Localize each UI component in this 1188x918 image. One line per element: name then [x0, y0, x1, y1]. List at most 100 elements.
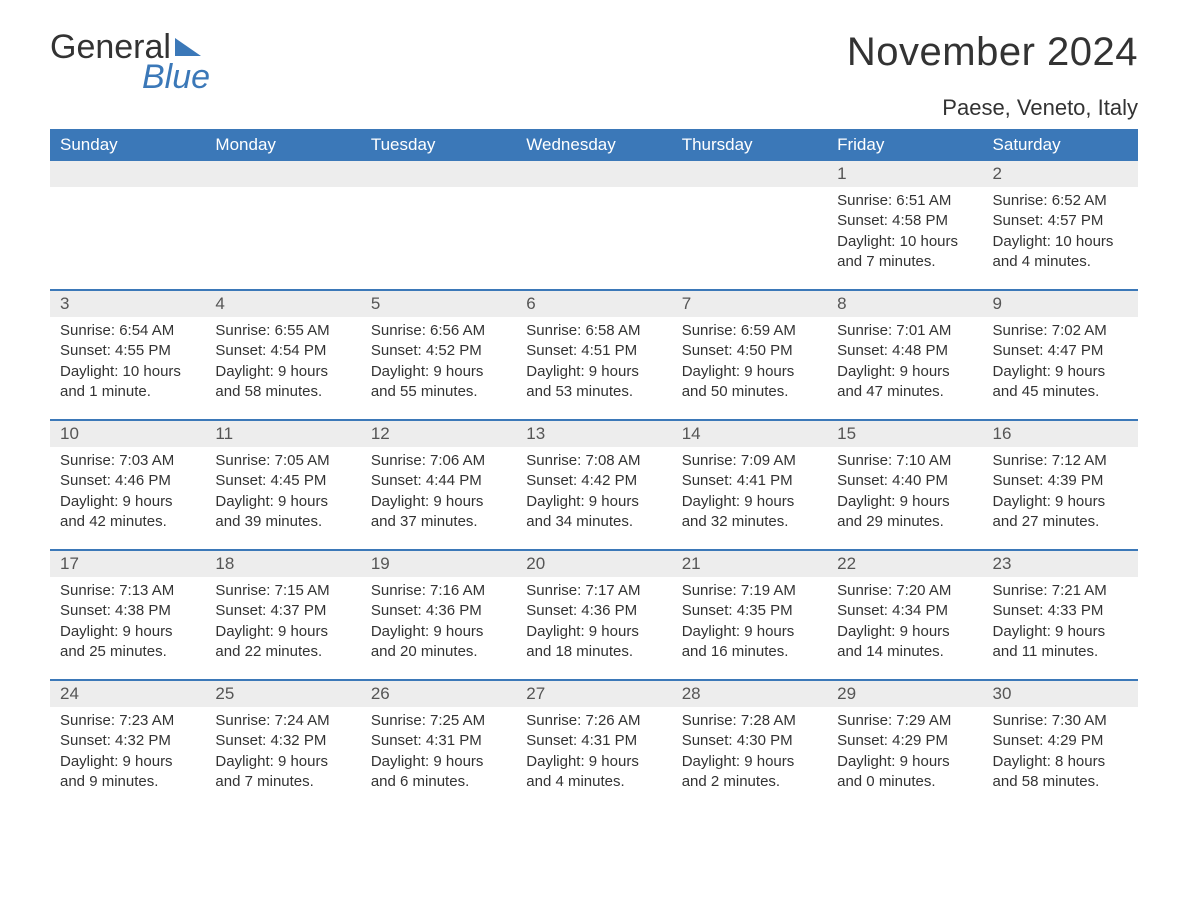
- daylight-line: Daylight: 9 hours and 20 minutes.: [371, 622, 506, 663]
- dayheader: Thursday: [672, 129, 827, 161]
- calendar-week: 3Sunrise: 6:54 AMSunset: 4:55 PMDaylight…: [50, 289, 1138, 419]
- calendar-cell: 15 Sunrise: 7:10 AMSunset: 4:40 PMDayligh…: [827, 421, 982, 549]
- daynum-row: 27: [516, 681, 671, 707]
- sunset-line: Sunset: 4:39 PM: [993, 471, 1128, 491]
- day-number: 30: [993, 684, 1012, 703]
- sunset-line: Sunset: 4:34 PM: [837, 601, 972, 621]
- day-details: Sunrise: 7:02 AMSunset: 4:47 PMDaylight:…: [983, 317, 1138, 412]
- daynum-row: 22: [827, 551, 982, 577]
- daylight-line: Daylight: 10 hours and 1 minute.: [60, 362, 195, 403]
- day-number: 15: [837, 424, 856, 443]
- day-number: 6: [526, 294, 535, 313]
- daylight-line: Daylight: 9 hours and 27 minutes.: [993, 492, 1128, 533]
- calendar-cell: 21Sunrise: 7:19 AMSunset: 4:35 PMDayligh…: [672, 551, 827, 679]
- daynum-row: 21: [672, 551, 827, 577]
- daylight-line: Daylight: 9 hours and 9 minutes.: [60, 752, 195, 793]
- calendar-cell: 16Sunrise: 7:12 AMSunset: 4:39 PMDayligh…: [983, 421, 1138, 549]
- sunrise-line: Sunrise: 6:55 AM: [215, 321, 350, 341]
- day-details: Sunrise: 7:06 AMSunset: 4:44 PMDaylight:…: [361, 447, 516, 542]
- daylight-line: Daylight: 9 hours and 2 minutes.: [682, 752, 817, 793]
- calendar-cell: 9Sunrise: 7:02 AMSunset: 4:47 PMDaylight…: [983, 291, 1138, 419]
- sunrise-line: Sunrise: 7:05 AM: [215, 451, 350, 471]
- calendar: SundayMondayTuesdayWednesdayThursdayFrid…: [50, 129, 1138, 809]
- dayheader: Wednesday: [516, 129, 671, 161]
- daynum-row: 29: [827, 681, 982, 707]
- daynum-row: 8: [827, 291, 982, 317]
- day-details: Sunrise: 7:23 AMSunset: 4:32 PMDaylight:…: [50, 707, 205, 802]
- day-details: Sunrise: 7:26 AMSunset: 4:31 PMDaylight:…: [516, 707, 671, 802]
- calendar-cell: 14 Sunrise: 7:09 AMSunset: 4:41 PMDayligh…: [672, 421, 827, 549]
- calendar-cell: 4Sunrise: 6:55 AMSunset: 4:54 PMDaylight…: [205, 291, 360, 419]
- daynum-row: 1: [827, 161, 982, 187]
- calendar-cell: 28Sunrise: 7:28 AMSunset: 4:30 PMDayligh…: [672, 681, 827, 809]
- day-details: Sunrise: 7:05 AMSunset: 4:45 PMDaylight:…: [205, 447, 360, 542]
- sunrise-line: Sunrise: 7:19 AM: [682, 581, 817, 601]
- day-details: Sunrise: 7:10 AMSunset: 4:40 PMDaylight:…: [827, 447, 982, 542]
- day-details: Sunrise: 7:30 AMSunset: 4:29 PMDaylight:…: [983, 707, 1138, 802]
- sunrise-line: Sunrise: 7:29 AM: [837, 711, 972, 731]
- sunset-line: Sunset: 4:38 PM: [60, 601, 195, 621]
- calendar-cell: 3Sunrise: 6:54 AMSunset: 4:55 PMDaylight…: [50, 291, 205, 419]
- day-details: [672, 187, 827, 275]
- sunrise-line: Sunrise: 7:09 AM: [682, 451, 817, 471]
- sunrise-line: Sunrise: 7:12 AM: [993, 451, 1128, 471]
- calendar-cell: 17Sunrise: 7:13 AMSunset: 4:38 PMDayligh…: [50, 551, 205, 679]
- day-details: Sunrise: 7:12 AMSunset: 4:39 PMDaylight:…: [983, 447, 1138, 542]
- sunrise-line: Sunrise: 7:06 AM: [371, 451, 506, 471]
- daynum-row: 18: [205, 551, 360, 577]
- daylight-line: Daylight: 9 hours and 16 minutes.: [682, 622, 817, 663]
- logo-word2: Blue: [142, 60, 210, 94]
- sunrise-line: Sunrise: 6:56 AM: [371, 321, 506, 341]
- sunrise-line: Sunrise: 7:24 AM: [215, 711, 350, 731]
- sunset-line: Sunset: 4:41 PM: [682, 471, 817, 491]
- calendar-cell: 23Sunrise: 7:21 AMSunset: 4:33 PMDayligh…: [983, 551, 1138, 679]
- day-details: [516, 187, 671, 275]
- calendar-cell: 5Sunrise: 6:56 AMSunset: 4:52 PMDaylight…: [361, 291, 516, 419]
- sunset-line: Sunset: 4:37 PM: [215, 601, 350, 621]
- sunset-line: Sunset: 4:51 PM: [526, 341, 661, 361]
- sunrise-line: Sunrise: 7:21 AM: [993, 581, 1128, 601]
- sunset-line: Sunset: 4:32 PM: [60, 731, 195, 751]
- daylight-line: Daylight: 9 hours and 7 minutes.: [215, 752, 350, 793]
- sunrise-line: Sunrise: 7:26 AM: [526, 711, 661, 731]
- daynum-row: 4: [205, 291, 360, 317]
- daylight-line: Daylight: 9 hours and 32 minutes.: [682, 492, 817, 533]
- sunrise-line: Sunrise: 7:23 AM: [60, 711, 195, 731]
- logo-triangle-icon: [175, 38, 201, 56]
- dayheader: Monday: [205, 129, 360, 161]
- calendar-cell: 24Sunrise: 7:23 AMSunset: 4:32 PMDayligh…: [50, 681, 205, 809]
- daynum-row: 5: [361, 291, 516, 317]
- sunrise-line: Sunrise: 7:08 AM: [526, 451, 661, 471]
- sunrise-line: Sunrise: 7:17 AM: [526, 581, 661, 601]
- daylight-line: Daylight: 9 hours and 39 minutes.: [215, 492, 350, 533]
- page-title: November 2024: [847, 30, 1138, 75]
- daynum-row: 14: [672, 421, 827, 447]
- day-number: 18: [215, 554, 234, 573]
- day-details: Sunrise: 6:54 AMSunset: 4:55 PMDaylight:…: [50, 317, 205, 412]
- sunset-line: Sunset: 4:45 PM: [215, 471, 350, 491]
- sunrise-line: Sunrise: 6:59 AM: [682, 321, 817, 341]
- day-details: Sunrise: 7:15 AMSunset: 4:37 PMDaylight:…: [205, 577, 360, 672]
- day-details: Sunrise: 7:08 AMSunset: 4:42 PMDaylight:…: [516, 447, 671, 542]
- dayheader: Tuesday: [361, 129, 516, 161]
- daynum-row: 16: [983, 421, 1138, 447]
- calendar-cell: 10Sunrise: 7:03 AMSunset: 4:46 PMDayligh…: [50, 421, 205, 549]
- sunset-line: Sunset: 4:35 PM: [682, 601, 817, 621]
- calendar-cell: 27Sunrise: 7:26 AMSunset: 4:31 PMDayligh…: [516, 681, 671, 809]
- day-details: Sunrise: 7:20 AMSunset: 4:34 PMDaylight:…: [827, 577, 982, 672]
- calendar-cell: [205, 161, 360, 289]
- day-details: Sunrise: 7:03 AMSunset: 4:46 PMDaylight:…: [50, 447, 205, 542]
- day-number: 22: [837, 554, 856, 573]
- sunset-line: Sunset: 4:29 PM: [837, 731, 972, 751]
- sunset-line: Sunset: 4:48 PM: [837, 341, 972, 361]
- calendar-cell: 6Sunrise: 6:58 AMSunset: 4:51 PMDaylight…: [516, 291, 671, 419]
- daylight-line: Daylight: 9 hours and 0 minutes.: [837, 752, 972, 793]
- day-details: Sunrise: 7:01 AMSunset: 4:48 PMDaylight:…: [827, 317, 982, 412]
- calendar-cell: [516, 161, 671, 289]
- day-number: 14: [682, 424, 701, 443]
- sunrise-line: Sunrise: 7:10 AM: [837, 451, 972, 471]
- calendar-cell: 7Sunrise: 6:59 AMSunset: 4:50 PMDaylight…: [672, 291, 827, 419]
- daylight-line: Daylight: 9 hours and 34 minutes.: [526, 492, 661, 533]
- daynum-row: 17: [50, 551, 205, 577]
- day-details: Sunrise: 7:19 AMSunset: 4:35 PMDaylight:…: [672, 577, 827, 672]
